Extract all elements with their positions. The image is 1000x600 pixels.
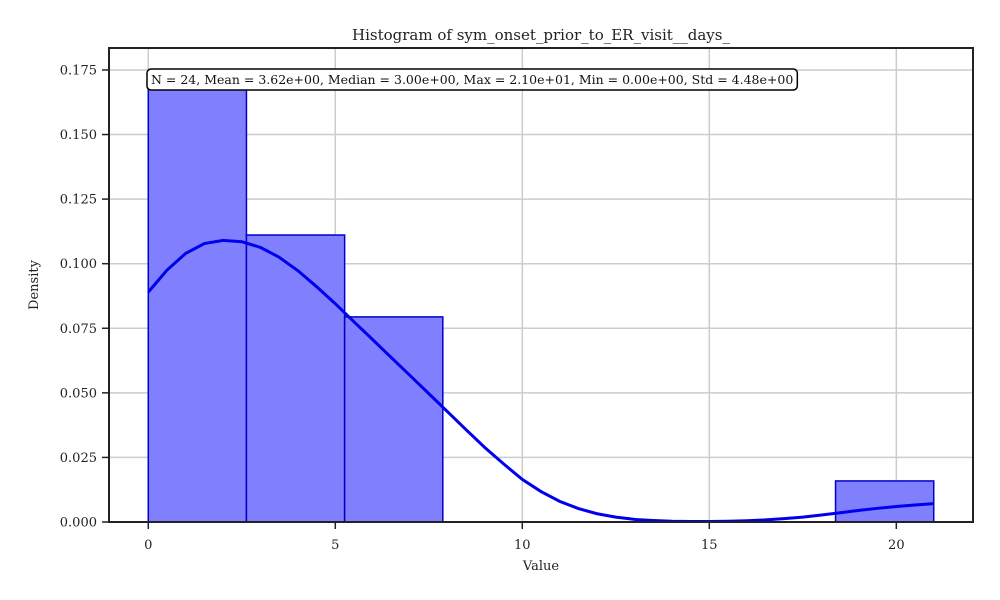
histogram-bar bbox=[147, 78, 248, 523]
y-tick-label: 0.000 bbox=[60, 516, 97, 531]
y-tick-label: 0.175 bbox=[60, 63, 97, 78]
histogram-bar bbox=[245, 234, 346, 523]
y-axis-ticks: 0.000 0.025 0.050 0.075 0.100 0.125 0.150 0.175 bbox=[60, 63, 109, 531]
y-tick-label: 0.025 bbox=[60, 451, 97, 466]
stats-box: N = 24, Mean = 3.62e+00, Median = 3.00e+… bbox=[146, 68, 799, 91]
x-axis-label: Value bbox=[522, 559, 559, 574]
histogram-bar bbox=[834, 480, 935, 523]
y-axis-label: Density bbox=[27, 259, 42, 310]
y-tick-label: 0.125 bbox=[60, 193, 97, 208]
stats-box-background bbox=[146, 68, 799, 91]
x-tick-label: 5 bbox=[331, 538, 339, 553]
y-tick-label: 0.050 bbox=[60, 386, 97, 401]
y-tick-label: 0.075 bbox=[60, 322, 97, 337]
stats-text: N = 24, Mean = 3.62e+00, Median = 3.00e+… bbox=[151, 72, 793, 87]
y-tick-label: 0.100 bbox=[60, 257, 97, 272]
y-tick-label: 0.150 bbox=[60, 128, 97, 143]
x-tick-label: 20 bbox=[888, 538, 905, 553]
kde-curve bbox=[147, 238, 934, 523]
x-tick-label: 10 bbox=[514, 538, 531, 553]
chart-title: Histogram of sym_onset_prior_to_ER_visit… bbox=[352, 26, 730, 44]
plot-frame bbox=[108, 47, 974, 523]
x-tick-label: 0 bbox=[144, 538, 152, 553]
x-tick-label: 15 bbox=[701, 538, 718, 553]
histogram-bars bbox=[147, 78, 935, 523]
x-axis-ticks: 0 5 10 15 20 bbox=[144, 522, 905, 553]
histogram-bar bbox=[343, 316, 444, 523]
